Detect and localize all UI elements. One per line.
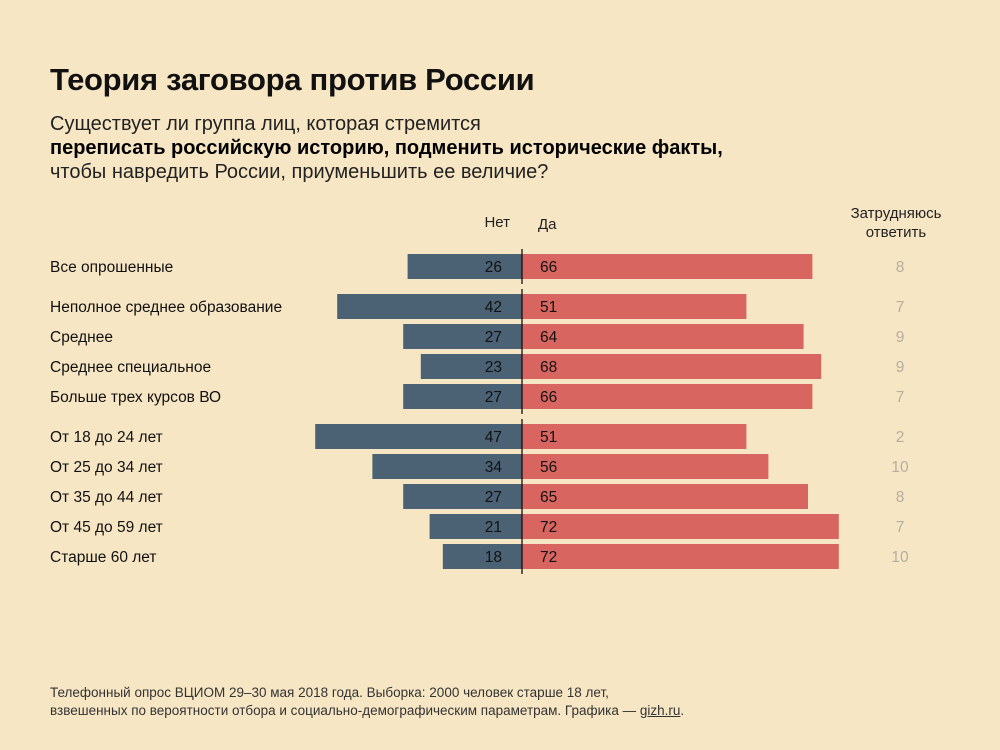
column-header-yes: Да xyxy=(538,216,557,233)
category-label: От 35 до 44 лет xyxy=(50,489,163,506)
column-header-unsure-line-2: ответить xyxy=(865,224,927,241)
chart-title: Теория заговора против России xyxy=(50,62,535,97)
value-label-yes: 56 xyxy=(540,459,557,476)
value-label-no: 27 xyxy=(485,329,502,346)
bar-yes xyxy=(522,384,813,409)
bar-yes xyxy=(522,324,804,349)
value-label-yes: 72 xyxy=(540,519,557,536)
value-label-unsure: 7 xyxy=(896,299,905,316)
column-header-unsure-line-1: Затрудняюсь xyxy=(850,205,942,222)
category-label: Все опрошенные xyxy=(50,259,173,276)
bar-yes xyxy=(522,294,747,319)
category-label: Неполное среднее образование xyxy=(50,299,282,316)
category-label: От 18 до 24 лет xyxy=(50,429,163,446)
source-note-line-1: Телефонный опрос ВЦИОМ 29–30 мая 2018 го… xyxy=(50,685,609,700)
bar-yes xyxy=(522,484,808,509)
value-label-yes: 68 xyxy=(540,359,557,376)
value-label-yes: 51 xyxy=(540,429,557,446)
chart-subtitle: Существует ли группа лиц, которая стреми… xyxy=(50,112,723,184)
bar-no xyxy=(420,354,522,379)
value-label-no: 34 xyxy=(485,459,503,476)
bar-no xyxy=(407,254,522,279)
category-label: От 45 до 59 лет xyxy=(50,519,163,536)
value-label-yes: 66 xyxy=(540,259,557,276)
bar-no xyxy=(403,484,522,509)
value-label-unsure: 2 xyxy=(896,429,905,446)
subtitle-line-3: чтобы навредить России, приуменьшить ее … xyxy=(50,161,549,183)
bar-no xyxy=(372,454,522,479)
bar-yes xyxy=(522,454,769,479)
value-label-no: 21 xyxy=(485,519,502,536)
value-label-unsure: 10 xyxy=(891,549,909,566)
value-label-yes: 51 xyxy=(540,299,557,316)
value-label-yes: 66 xyxy=(540,389,557,406)
bar-yes xyxy=(522,544,839,569)
value-label-no: 26 xyxy=(485,259,502,276)
value-label-no: 42 xyxy=(485,299,502,316)
source-link[interactable]: gizh.ru xyxy=(639,703,681,718)
bar-yes xyxy=(522,424,747,449)
value-label-unsure: 7 xyxy=(896,519,905,536)
category-label: Среднее специальное xyxy=(50,359,211,376)
subtitle-line-1: Существует ли группа лиц, которая стреми… xyxy=(50,113,481,135)
value-label-no: 23 xyxy=(485,359,502,376)
value-label-yes: 65 xyxy=(540,489,557,506)
bar-no xyxy=(429,514,522,539)
value-label-no: 18 xyxy=(485,549,502,566)
category-label: Среднее xyxy=(50,329,113,346)
bar-no xyxy=(403,384,522,409)
category-label: Больше трех курсов ВО xyxy=(50,389,221,406)
column-header-no: Нет xyxy=(484,214,510,231)
bar-yes xyxy=(522,354,822,379)
value-label-unsure: 9 xyxy=(896,359,905,376)
value-label-unsure: 8 xyxy=(896,259,905,276)
category-label: От 25 до 34 лет xyxy=(50,459,163,476)
value-label-no: 27 xyxy=(485,489,502,506)
source-note: Телефонный опрос ВЦИОМ 29–30 мая 2018 го… xyxy=(50,684,684,720)
value-label-unsure: 7 xyxy=(896,389,905,406)
value-label-unsure: 8 xyxy=(896,489,905,506)
source-note-line-2: взвешенных по вероятности отбора и социа… xyxy=(50,702,684,720)
column-header-unsure: Затрудняюсь ответить xyxy=(820,204,972,242)
value-label-unsure: 10 xyxy=(891,459,909,476)
value-label-yes: 64 xyxy=(540,329,558,346)
source-note-text: взвешенных по вероятности отбора и социа… xyxy=(50,703,640,718)
bar-no xyxy=(337,294,522,319)
source-note-end: . xyxy=(680,703,685,718)
bar-no xyxy=(315,424,522,449)
bar-no xyxy=(442,544,522,569)
value-label-no: 27 xyxy=(485,389,502,406)
bar-yes xyxy=(522,254,813,279)
value-label-yes: 72 xyxy=(540,549,557,566)
bar-no xyxy=(403,324,522,349)
value-label-no: 47 xyxy=(485,429,502,446)
subtitle-line-2: переписать российскую историю, подменить… xyxy=(50,137,723,159)
value-label-unsure: 9 xyxy=(896,329,905,346)
bar-yes xyxy=(522,514,839,539)
category-label: Старше 60 лет xyxy=(50,549,157,566)
